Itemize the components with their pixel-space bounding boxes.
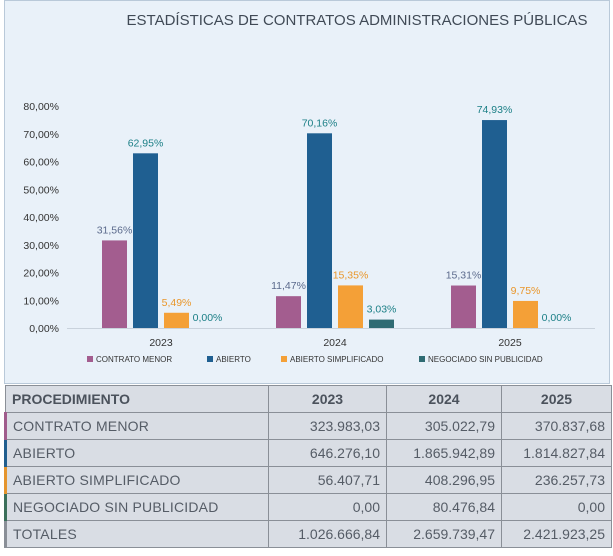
bar-abierto-simplificado-2023	[164, 312, 189, 328]
bar-abierto-2025	[482, 120, 507, 329]
cell-value: 1.865.942,89	[386, 439, 502, 467]
table-row: NEGOCIADO SIN PUBLICIDAD 0,00 80.476,84 …	[4, 493, 612, 521]
data-label: 70,16%	[302, 117, 338, 129]
legend-label: CONTRATO MENOR	[96, 355, 172, 364]
data-label: 3,03%	[367, 304, 397, 316]
cell-value: 2.421.923,25	[501, 520, 612, 548]
legend-label: ABIERTO SIMPLIFICADO	[290, 355, 384, 364]
row-label: CONTRATO MENOR	[4, 412, 269, 440]
y-tick-label: 70,00%	[23, 129, 59, 141]
data-table: PROCEDIMIENTO 2023 2024 2025 CONTRATO ME…	[4, 385, 612, 548]
y-tick-label: 0,00%	[29, 323, 59, 335]
table-row: ABIERTO 646.276,10 1.865.942,89 1.814.82…	[4, 439, 612, 467]
bar-chart: ESTADÍSTICAS DE CONTRATOS ADMINISTRACION…	[23, 12, 595, 364]
x-tick-label: 2024	[323, 337, 347, 349]
data-label: 5,49%	[162, 297, 192, 309]
cell-value: 236.257,73	[501, 466, 612, 494]
row-label: ABIERTO	[4, 439, 269, 467]
header-2024: 2024	[386, 385, 502, 413]
legend-swatch	[419, 356, 425, 362]
y-tick-label: 60,00%	[23, 157, 59, 169]
cell-value: 1.814.827,84	[501, 439, 612, 467]
cell-value: 56.407,71	[268, 466, 387, 494]
cell-value: 370.837,68	[501, 412, 612, 440]
legend-swatch	[207, 356, 213, 362]
cell-value: 80.476,84	[386, 493, 502, 521]
legend-swatch	[87, 356, 93, 362]
row-label: ABIERTO SIMPLIFICADO	[4, 466, 269, 494]
cell-value: 646.276,10	[268, 439, 387, 467]
row-label: TOTALES	[4, 520, 269, 548]
data-label: 11,47%	[271, 280, 306, 292]
data-label: 0,00%	[542, 312, 572, 324]
table-row: CONTRATO MENOR 323.983,03 305.022,79 370…	[4, 412, 612, 440]
y-tick-label: 50,00%	[23, 184, 59, 196]
header-procedimiento: PROCEDIMIENTO	[5, 385, 269, 413]
bar-abierto-2023	[133, 153, 158, 328]
y-tick-label: 10,00%	[23, 295, 59, 307]
table-row-totals: TOTALES 1.026.666,84 2.659.739,47 2.421.…	[4, 520, 612, 548]
y-tick-label: 30,00%	[23, 240, 59, 252]
cell-value: 323.983,03	[268, 412, 387, 440]
header-2025: 2025	[501, 385, 612, 413]
data-label: 9,75%	[511, 285, 541, 297]
y-tick-label: 40,00%	[23, 212, 59, 224]
cell-value: 0,00	[268, 493, 387, 521]
y-tick-label: 20,00%	[23, 268, 59, 280]
legend-label: NEGOCIADO SIN PUBLICIDAD	[428, 355, 543, 364]
data-label: 74,93%	[477, 104, 513, 116]
table-row: ABIERTO SIMPLIFICADO 56.407,71 408.296,9…	[4, 466, 612, 494]
legend-label: ABIERTO	[216, 355, 251, 364]
data-label: 15,35%	[333, 269, 369, 281]
chart-title: ESTADÍSTICAS DE CONTRATOS ADMINISTRACION…	[127, 12, 588, 29]
legend-swatch	[281, 356, 287, 362]
cell-value: 2.659.739,47	[386, 520, 502, 548]
bar-negociado-sin-publicidad-2024	[369, 319, 394, 328]
data-label: 31,56%	[97, 224, 133, 236]
x-tick-label: 2023	[149, 337, 173, 349]
data-label: 0,00%	[193, 312, 223, 324]
bar-abierto-simplificado-2024	[338, 285, 363, 328]
cell-value: 0,00	[501, 493, 612, 521]
data-label: 15,31%	[446, 270, 482, 282]
bar-abierto-simplificado-2025	[513, 300, 538, 328]
header-2023: 2023	[268, 385, 387, 413]
data-label: 62,95%	[128, 137, 164, 149]
bar-contrato-menor-2025	[451, 285, 476, 328]
cell-value: 305.022,79	[386, 412, 502, 440]
bar-contrato-menor-2024	[276, 296, 301, 328]
chart-panel: ESTADÍSTICAS DE CONTRATOS ADMINISTRACION…	[4, 0, 610, 384]
bar-abierto-2024	[307, 133, 332, 328]
x-tick-label: 2025	[498, 337, 522, 349]
y-tick-label: 80,00%	[23, 101, 59, 113]
table-header-row: PROCEDIMIENTO 2023 2024 2025	[5, 385, 612, 413]
cell-value: 408.296,95	[386, 466, 502, 494]
row-label: NEGOCIADO SIN PUBLICIDAD	[4, 493, 269, 521]
bar-contrato-menor-2023	[102, 240, 127, 328]
cell-value: 1.026.666,84	[268, 520, 387, 548]
